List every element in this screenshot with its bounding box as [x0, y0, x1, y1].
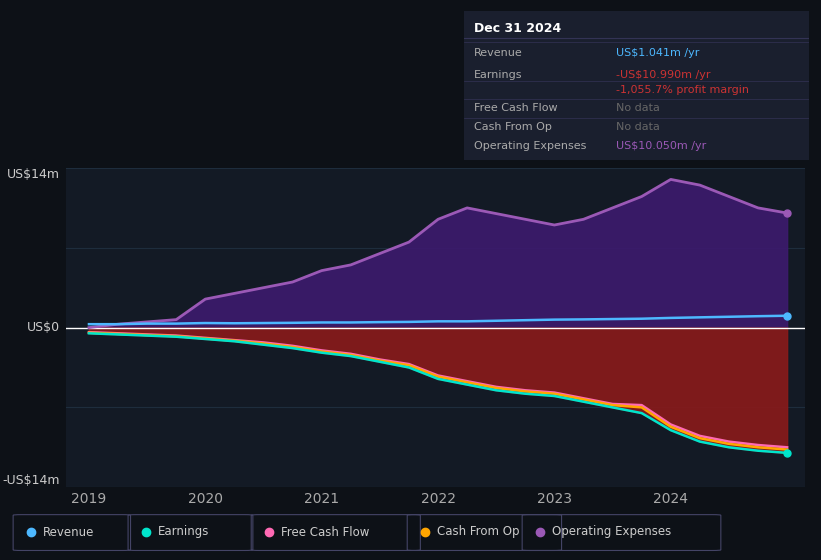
Text: Operating Expenses: Operating Expenses	[475, 141, 586, 151]
Text: -1,055.7% profit margin: -1,055.7% profit margin	[616, 85, 749, 95]
Text: Cash From Op: Cash From Op	[475, 122, 552, 132]
Text: -US$14m: -US$14m	[2, 474, 60, 487]
Text: Free Cash Flow: Free Cash Flow	[475, 102, 557, 113]
Text: Cash From Op: Cash From Op	[437, 525, 519, 539]
Text: Operating Expenses: Operating Expenses	[552, 525, 671, 539]
Text: Earnings: Earnings	[475, 70, 523, 80]
Text: US$0: US$0	[27, 321, 60, 334]
Text: Dec 31 2024: Dec 31 2024	[475, 22, 562, 35]
Text: Revenue: Revenue	[475, 48, 523, 58]
Text: Earnings: Earnings	[158, 525, 209, 539]
Text: US$1.041m /yr: US$1.041m /yr	[616, 48, 699, 58]
Text: No data: No data	[616, 122, 659, 132]
Text: Free Cash Flow: Free Cash Flow	[281, 525, 369, 539]
Text: No data: No data	[616, 102, 659, 113]
Text: Revenue: Revenue	[43, 525, 94, 539]
Text: -US$10.990m /yr: -US$10.990m /yr	[616, 70, 710, 80]
Text: US$10.050m /yr: US$10.050m /yr	[616, 141, 706, 151]
Text: US$14m: US$14m	[7, 168, 60, 181]
